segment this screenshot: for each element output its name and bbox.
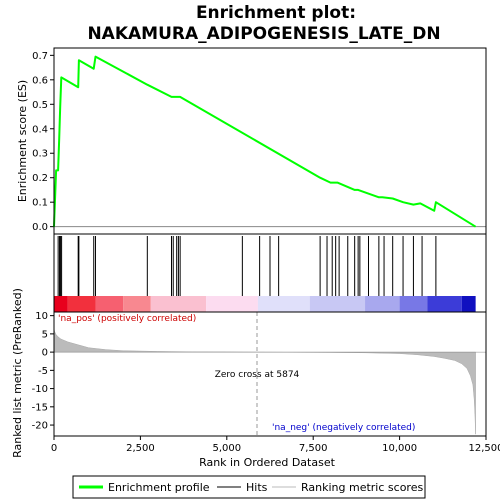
top-panel-background xyxy=(54,48,486,234)
bottom-panel-background xyxy=(54,312,486,436)
ranking-color-bar xyxy=(54,296,476,312)
chart-title-line1: Enrichment plot: xyxy=(196,3,356,23)
legend-label-ranking-metric-scores: Ranking metric scores xyxy=(301,481,423,494)
bottom-y-tick-label: 5 xyxy=(42,329,48,340)
top-y-tick-label: 0.1 xyxy=(32,198,48,209)
chart-title-line2: NAKAMURA_ADIPOGENESIS_LATE_DN xyxy=(87,24,440,44)
color-bar-segment xyxy=(257,296,310,312)
negative-correlation-label: 'na_neg' (negatively correlated) xyxy=(272,423,415,433)
bottom-y-tick-label: 0 xyxy=(42,348,48,359)
legend: Enrichment profile Hits Ranking metric s… xyxy=(72,475,426,499)
enrichment-profile-line xyxy=(53,55,477,228)
color-bar-segment xyxy=(461,296,476,312)
hit-lines-group xyxy=(57,236,437,296)
legend-frame xyxy=(72,475,426,499)
x-tick-label: 5,000 xyxy=(212,443,241,454)
color-bar-segment xyxy=(95,296,124,312)
ranked-metric-panel: 10 5 0 -5 -10 -15 -20 0 2,500 5,000 7,500 10,000 12… xyxy=(11,288,500,469)
top-panel-y-ticks: 0.0 0.1 0.2 0.3 0.4 0.5 0.6 0.7 xyxy=(32,51,54,233)
color-bar-segment xyxy=(150,296,207,312)
bottom-y-tick-label: -10 xyxy=(32,384,48,395)
color-bar-segment xyxy=(309,296,366,312)
legend-label-hits: Hits xyxy=(246,481,268,494)
enrichment-series-group xyxy=(53,55,486,228)
top-y-tick-label: 0.0 xyxy=(32,222,48,233)
color-bar-segment xyxy=(427,296,462,312)
top-y-tick-label: 0.4 xyxy=(32,124,48,135)
bottom-y-tick-label: -5 xyxy=(38,366,48,377)
legend-label-enrichment-profile: Enrichment profile xyxy=(108,481,210,494)
top-y-axis-label: Enrichment score (ES) xyxy=(16,80,29,202)
top-y-tick-label: 0.5 xyxy=(32,100,48,111)
bottom-y-tick-label: 10 xyxy=(35,311,48,322)
x-tick-label: 10,000 xyxy=(382,443,417,454)
enrichment-score-panel: 0.0 0.1 0.2 0.3 0.4 0.5 0.6 0.7 Enrichment scor… xyxy=(16,47,487,235)
bottom-panel-frame xyxy=(53,311,487,437)
top-y-tick-label: 0.6 xyxy=(32,75,48,86)
x-axis-ticks: 0 2,500 5,000 7,500 10,000 12,500 xyxy=(51,436,500,454)
top-y-tick-label: 0.7 xyxy=(32,51,48,62)
color-bar-segment xyxy=(206,296,258,312)
positive-correlation-label: 'na_pos' (positively correlated) xyxy=(58,314,196,324)
bottom-panel-y-ticks: 10 5 0 -5 -10 -15 -20 xyxy=(32,311,54,432)
top-y-tick-label: 0.2 xyxy=(32,173,48,184)
top-y-tick-label: 0.3 xyxy=(32,149,48,160)
x-tick-label: 2,500 xyxy=(126,443,155,454)
color-bar-segment xyxy=(67,296,96,312)
x-axis-label: Rank in Ordered Dataset xyxy=(199,456,336,469)
color-bar-segment xyxy=(54,296,68,312)
x-tick-label: 0 xyxy=(51,443,57,454)
x-tick-label: 7,500 xyxy=(299,443,328,454)
hits-panel xyxy=(53,233,487,313)
ranking-metric-area-group xyxy=(53,328,486,435)
color-bar-segment xyxy=(399,296,428,312)
bottom-y-tick-label: -15 xyxy=(32,402,48,413)
x-tick-label: 12,500 xyxy=(469,443,500,454)
bottom-y-tick-label: -20 xyxy=(32,421,48,432)
color-bar-segment xyxy=(365,296,400,312)
color-bar-segment xyxy=(123,296,151,312)
bottom-y-axis-label: Ranked list metric (PreRanked) xyxy=(11,288,24,458)
zero-cross-label: Zero cross at 5874 xyxy=(215,370,300,380)
